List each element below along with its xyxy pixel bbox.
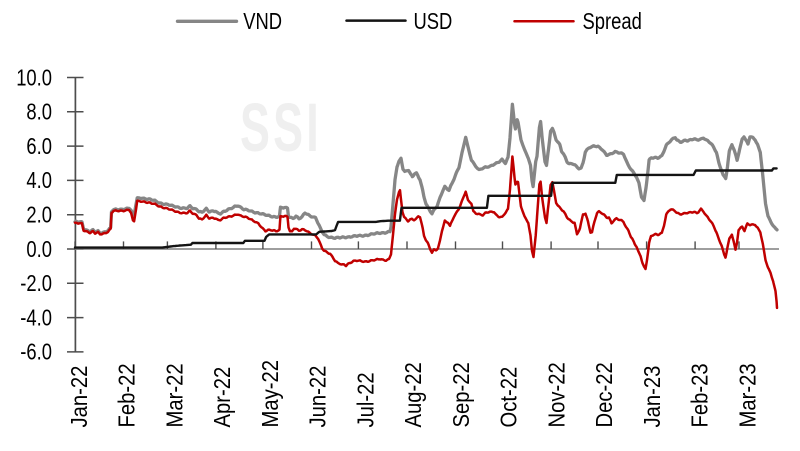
svg-text:Jun-22: Jun-22 xyxy=(304,366,331,428)
svg-text:Jul-22: Jul-22 xyxy=(352,372,379,427)
svg-text:10.0: 10.0 xyxy=(16,65,52,90)
svg-text:May-22: May-22 xyxy=(257,360,284,427)
svg-text:4.0: 4.0 xyxy=(26,168,52,193)
svg-text:8.0: 8.0 xyxy=(26,100,52,125)
svg-text:Jan-23: Jan-23 xyxy=(639,366,666,428)
svg-text:Dec-22: Dec-22 xyxy=(591,362,618,427)
svg-text:Feb-22: Feb-22 xyxy=(113,363,140,427)
svg-text:Apr-22: Apr-22 xyxy=(209,367,236,428)
svg-text:Spread: Spread xyxy=(583,9,642,34)
svg-text:USD: USD xyxy=(414,9,453,34)
svg-text:-6.0: -6.0 xyxy=(20,340,52,365)
svg-text:Oct-22: Oct-22 xyxy=(495,367,522,428)
svg-text:0.0: 0.0 xyxy=(26,237,52,262)
svg-text:Aug-22: Aug-22 xyxy=(400,362,427,427)
svg-text:Feb-23: Feb-23 xyxy=(686,363,713,427)
svg-text:VND: VND xyxy=(243,9,282,34)
svg-text:Sep-22: Sep-22 xyxy=(448,362,475,427)
svg-text:-4.0: -4.0 xyxy=(20,306,52,331)
svg-text:2.0: 2.0 xyxy=(26,203,52,228)
svg-text:SSI: SSI xyxy=(240,89,322,166)
svg-text:Mar-22: Mar-22 xyxy=(161,363,188,427)
svg-text:-2.0: -2.0 xyxy=(20,271,52,296)
svg-text:Mar-23: Mar-23 xyxy=(734,363,761,427)
svg-text:6.0: 6.0 xyxy=(26,134,52,159)
svg-text:Jan-22: Jan-22 xyxy=(66,366,93,428)
svg-text:Nov-22: Nov-22 xyxy=(543,362,570,427)
